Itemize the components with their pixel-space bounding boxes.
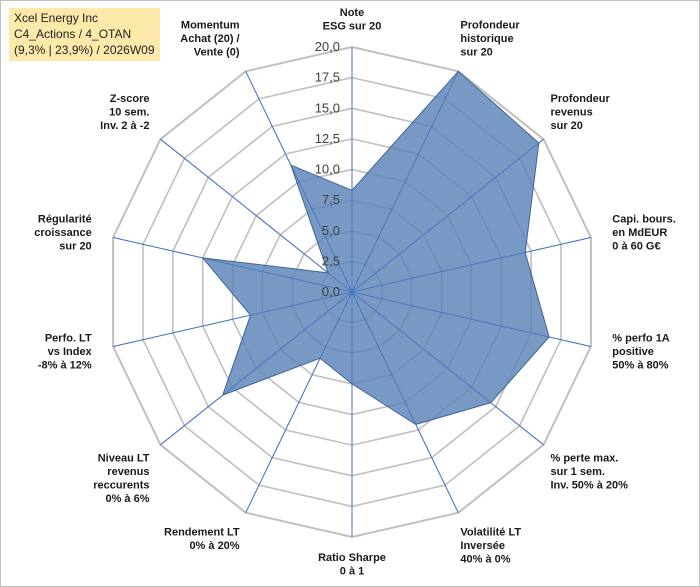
axis-spoke-overlay [351,71,459,293]
tick-label: 12,5 [315,131,340,146]
axis-label-10: Perfo. LT vs Index-8% à 12% [38,332,93,371]
axis-label-line: sur 20 [460,46,492,58]
axis-label-line: Profondeur [551,93,611,105]
axis-spoke-overlay [351,291,544,446]
axis-label-line: Vente (0) [194,46,240,58]
tick-label: 10,0 [315,162,340,177]
axis-label-line: Niveau LT [98,453,150,465]
axis-label-line: sur 20 [59,241,91,253]
axis-spoke-overlay [351,138,544,293]
axis-spoke-overlay [351,291,459,513]
axis-label-line: Inv. 2 à -2 [100,120,149,132]
axis-label-line: revenus [107,466,149,478]
axis-label-line: 10 sem. [109,107,149,119]
axis-spoke-overlay [113,291,353,347]
axis-label-line: Rendement LT [164,527,240,539]
axis-label-line: Inv. 50% à 20% [551,480,629,492]
axis-label-line: sur 1 sem. [551,466,605,478]
axis-label-line: 0 à 60 G€ [612,241,660,253]
axis-spoke-overlay [245,71,353,293]
axis-label-line: 50% à 80% [612,359,668,371]
chart-title-box: Xcel Energy Inc C4_Actions / 4_OTAN (9,3… [9,8,160,61]
tick-label: 5,0 [322,223,340,238]
axis-label-line: reccurents [93,480,149,492]
axis-spoke-overlay [351,291,591,347]
axis-label-line: ESG sur 20 [323,21,382,33]
axis-label-line: Ratio Sharpe [318,552,386,564]
portfolio-name: C4_Actions / 4_OTAN [14,27,132,41]
axis-spoke-overlay [351,237,591,293]
axis-label-line: 40% à 0% [460,554,510,566]
axis-label-line: Régularité [38,214,92,226]
axis-spoke-overlay [160,138,353,293]
axis-label-8: Rendement LT0% à 20% [164,527,240,553]
axis-label-line: sur 20 [551,120,583,132]
radar-series [113,47,591,537]
axis-spoke-overlay [113,237,353,293]
axis-label-line: % perte max. [551,453,619,465]
axis-spoke-overlay [245,291,353,513]
axis-label-line: 0% à 20% [189,540,239,552]
axis-label-line: Capi. bours. [612,214,676,226]
axis-label-line: 0% à 6% [105,493,149,505]
axis-label-line: Inversée [460,540,505,552]
axis-label-3: Capi. bours.en MdEUR 0 à 60 G€ [612,214,676,253]
axis-label-line: Volatilité LT [460,527,521,539]
axis-label-line: Profondeur [460,19,520,31]
axis-label-line: revenus [551,107,593,119]
axis-label-0: Note ESG sur 20 [323,7,382,32]
axis-label-line: Achat (20) / [180,33,239,45]
axis-label-5: % perte max.sur 1 sem. Inv. 50% à 20% [551,453,629,492]
axis-label-line: % perfo 1A [612,332,670,344]
axis-label-line: 0 à 1 [340,566,364,578]
tick-label: 2,5 [322,253,340,268]
tick-label: 0,0 [322,284,340,299]
axis-label-line: en MdEUR [612,227,667,239]
axis-label-line: croissance [34,227,91,239]
tick-label: 20,0 [315,39,340,54]
tick-label: 15,0 [315,100,340,115]
axis-label-line: Momentum [181,19,240,31]
performance-summary: (9,3% | 23,9%) / 2026W09 [14,43,155,57]
tick-label: 7,5 [322,192,340,207]
company-name: Xcel Energy Inc [14,11,99,25]
axis-label-line: positive [612,346,654,358]
axis-label-line: historique [460,33,513,45]
axis-label-line: Note [340,7,364,19]
axis-label-12: Z-score 10 sem.Inv. 2 à -2 [100,93,149,132]
axis-label-line: Z-score [110,93,150,105]
radial-tick-labels: 0,0 2,5 5,0 7,5 10,0 12,5 15,0 17,5 20,0 [315,39,340,299]
axis-spoke-overlay [160,291,353,446]
axis-label-line: vs Index [48,346,93,358]
series-area [201,70,550,425]
axis-label-line: Perfo. LT [45,332,92,344]
axis-label-7: Ratio Sharpe 0 à 1 [318,552,386,578]
tick-label: 17,5 [315,70,340,85]
axis-label-13: Momentum Achat (20) /Vente (0) [180,19,240,58]
axis-label-line: -8% à 12% [38,359,92,371]
